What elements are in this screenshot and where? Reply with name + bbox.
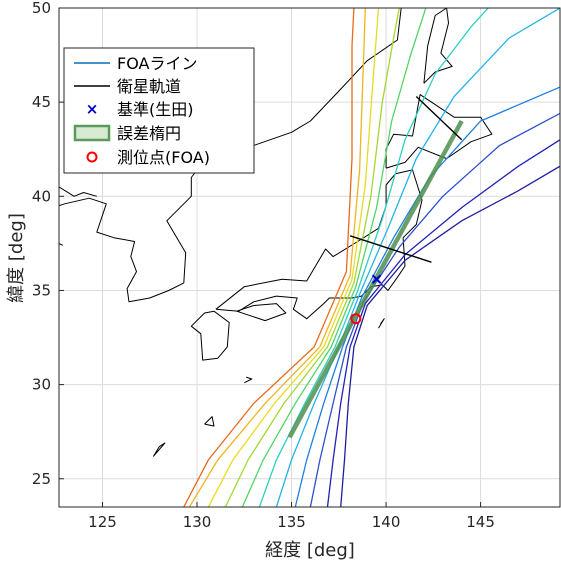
reference-point-marker (371, 274, 382, 284)
x-tick-label: 130 (183, 513, 212, 531)
markers (350, 274, 382, 325)
legend-swatch-foa-point (86, 151, 98, 163)
foa-lines (183, 8, 560, 507)
orbit-segment (415, 95, 463, 141)
plot-frame (58, 7, 561, 508)
coastline (378, 318, 385, 329)
x-tick-label: 145 (466, 513, 495, 531)
legend-label-foa: FOAライン (117, 54, 197, 73)
ticks: 125 130 135 140 145 25 30 35 40 45 50 (32, 0, 495, 531)
foa-line (275, 8, 560, 507)
coastline (236, 303, 287, 322)
foa-line (241, 8, 427, 507)
y-tick-label: 50 (32, 0, 51, 17)
legend-label-foa-point: 測位点(FOA) (117, 148, 210, 167)
x-tick-label: 135 (277, 513, 306, 531)
coastline (215, 169, 423, 320)
coastline (204, 416, 215, 427)
legend-label-ellipse: 誤差楕円 (117, 124, 181, 143)
legend-swatch-ellipse (73, 124, 111, 142)
legend-label-orbit: 衛星軌道 (117, 77, 181, 96)
y-tick-label: 40 (32, 187, 51, 205)
satellite-orbit (349, 95, 463, 263)
foa-line (326, 139, 560, 507)
x-tick-label: 140 (372, 513, 401, 531)
legend: FOAライン 衛星軌道 × 基準(生田) 誤差楕円 測位点(FOA) (63, 47, 255, 174)
foa-line (207, 8, 380, 507)
legend-swatch-reference: × (86, 100, 99, 118)
y-tick-label: 35 (32, 281, 51, 299)
x-axis-label: 経度 [deg] (265, 540, 355, 561)
coastline (423, 8, 453, 84)
coastline (244, 376, 253, 384)
legend-box (63, 47, 255, 174)
orbit-segment (349, 235, 432, 263)
legend-label-reference: 基準(生田) (117, 100, 194, 119)
foa-point-marker (350, 313, 362, 325)
foa-line (224, 8, 400, 507)
x-tick-label: 125 (88, 513, 117, 531)
coastline (385, 94, 493, 169)
coastline (153, 442, 166, 457)
y-tick-label: 25 (32, 470, 51, 488)
y-axis-label: 緯度 [deg] (6, 213, 27, 303)
foa-line (183, 8, 355, 507)
coastline (59, 8, 402, 303)
coastline (59, 242, 64, 246)
coastline (59, 186, 97, 197)
coastline (190, 310, 230, 361)
foa-line (294, 86, 560, 507)
foa-line (188, 8, 366, 507)
coastlines (59, 8, 493, 457)
y-tick-label: 45 (32, 93, 51, 111)
foa-line (340, 165, 560, 507)
y-tick-label: 30 (32, 376, 51, 394)
